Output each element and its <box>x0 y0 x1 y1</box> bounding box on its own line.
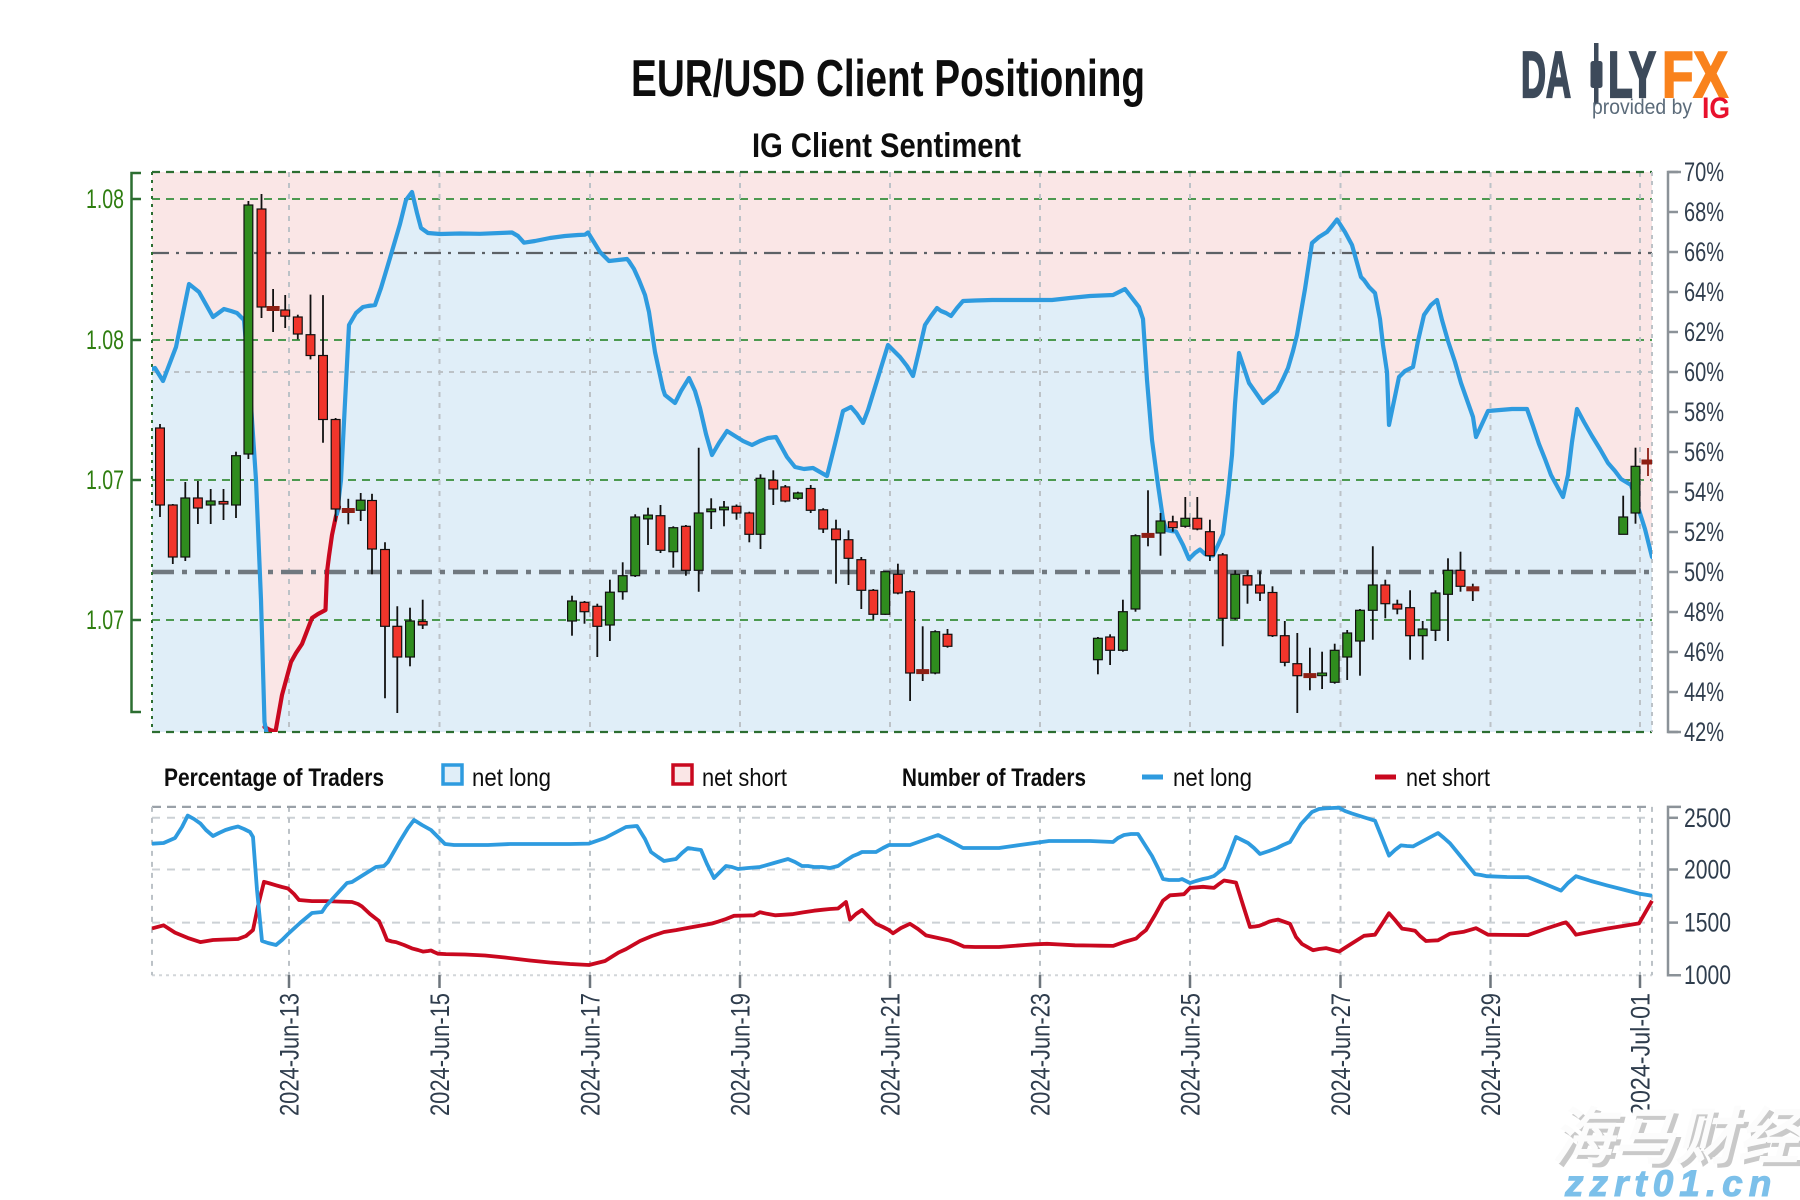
svg-text:56%: 56% <box>1684 437 1724 467</box>
svg-text:海马财经: 海马财经 <box>1556 1107 1800 1175</box>
svg-text:2024-Jun-23: 2024-Jun-23 <box>1026 993 1056 1116</box>
svg-text:net short: net short <box>1406 764 1490 792</box>
svg-text:IG: IG <box>1702 92 1730 125</box>
svg-text:68%: 68% <box>1684 197 1724 227</box>
svg-text:DA: DA <box>1521 38 1571 111</box>
svg-text:64%: 64% <box>1684 277 1724 307</box>
svg-text:2024-Jun-13: 2024-Jun-13 <box>275 993 305 1116</box>
svg-text:1.07: 1.07 <box>86 605 124 635</box>
svg-text:1500: 1500 <box>1684 908 1731 938</box>
svg-text:Percentage of Traders: Percentage of Traders <box>164 764 384 792</box>
svg-text:net short: net short <box>702 764 787 792</box>
svg-text:60%: 60% <box>1684 357 1724 387</box>
svg-text:FX: FX <box>1662 38 1728 111</box>
svg-text:LY: LY <box>1608 38 1656 111</box>
svg-text:海马财经: 海马财经 <box>1552 1103 1800 1171</box>
svg-text:2024-Jun-21: 2024-Jun-21 <box>876 993 906 1116</box>
svg-text:2024-Jun-19: 2024-Jun-19 <box>726 993 756 1116</box>
svg-text:Number of Traders: Number of Traders <box>902 764 1086 792</box>
svg-text:1000: 1000 <box>1684 960 1731 990</box>
svg-text:net long: net long <box>1173 764 1252 792</box>
svg-text:1.08: 1.08 <box>86 325 124 355</box>
svg-text:2024-Jun-17: 2024-Jun-17 <box>576 993 606 1116</box>
svg-text:2500: 2500 <box>1684 803 1731 833</box>
svg-text:EUR/USD Client Positioning: EUR/USD Client Positioning <box>631 50 1145 108</box>
svg-text:zzrt01.cn: zzrt01.cn <box>1564 1163 1777 1200</box>
svg-text:1.08: 1.08 <box>86 184 124 214</box>
svg-text:54%: 54% <box>1684 477 1724 507</box>
svg-text:70%: 70% <box>1684 157 1724 187</box>
svg-text:58%: 58% <box>1684 397 1724 427</box>
svg-text:50%: 50% <box>1684 557 1724 587</box>
svg-text:1.07: 1.07 <box>86 465 124 495</box>
svg-text:2024-Jun-15: 2024-Jun-15 <box>425 993 455 1116</box>
svg-text:52%: 52% <box>1684 517 1724 547</box>
svg-text:62%: 62% <box>1684 317 1724 347</box>
svg-text:46%: 46% <box>1684 637 1724 667</box>
svg-text:42%: 42% <box>1684 717 1724 747</box>
svg-text:2024-Jul-01: 2024-Jul-01 <box>1626 993 1656 1116</box>
svg-text:2000: 2000 <box>1684 855 1731 885</box>
svg-text:66%: 66% <box>1684 237 1724 267</box>
svg-text:2024-Jun-27: 2024-Jun-27 <box>1326 993 1356 1116</box>
svg-text:provided by: provided by <box>1592 96 1692 119</box>
svg-text:net long: net long <box>472 764 551 792</box>
svg-text:IG Client Sentiment: IG Client Sentiment <box>752 127 1021 165</box>
svg-text:2024-Jun-29: 2024-Jun-29 <box>1476 993 1506 1116</box>
svg-text:44%: 44% <box>1684 677 1724 707</box>
svg-text:2024-Jun-25: 2024-Jun-25 <box>1176 993 1206 1116</box>
svg-text:48%: 48% <box>1684 597 1724 627</box>
